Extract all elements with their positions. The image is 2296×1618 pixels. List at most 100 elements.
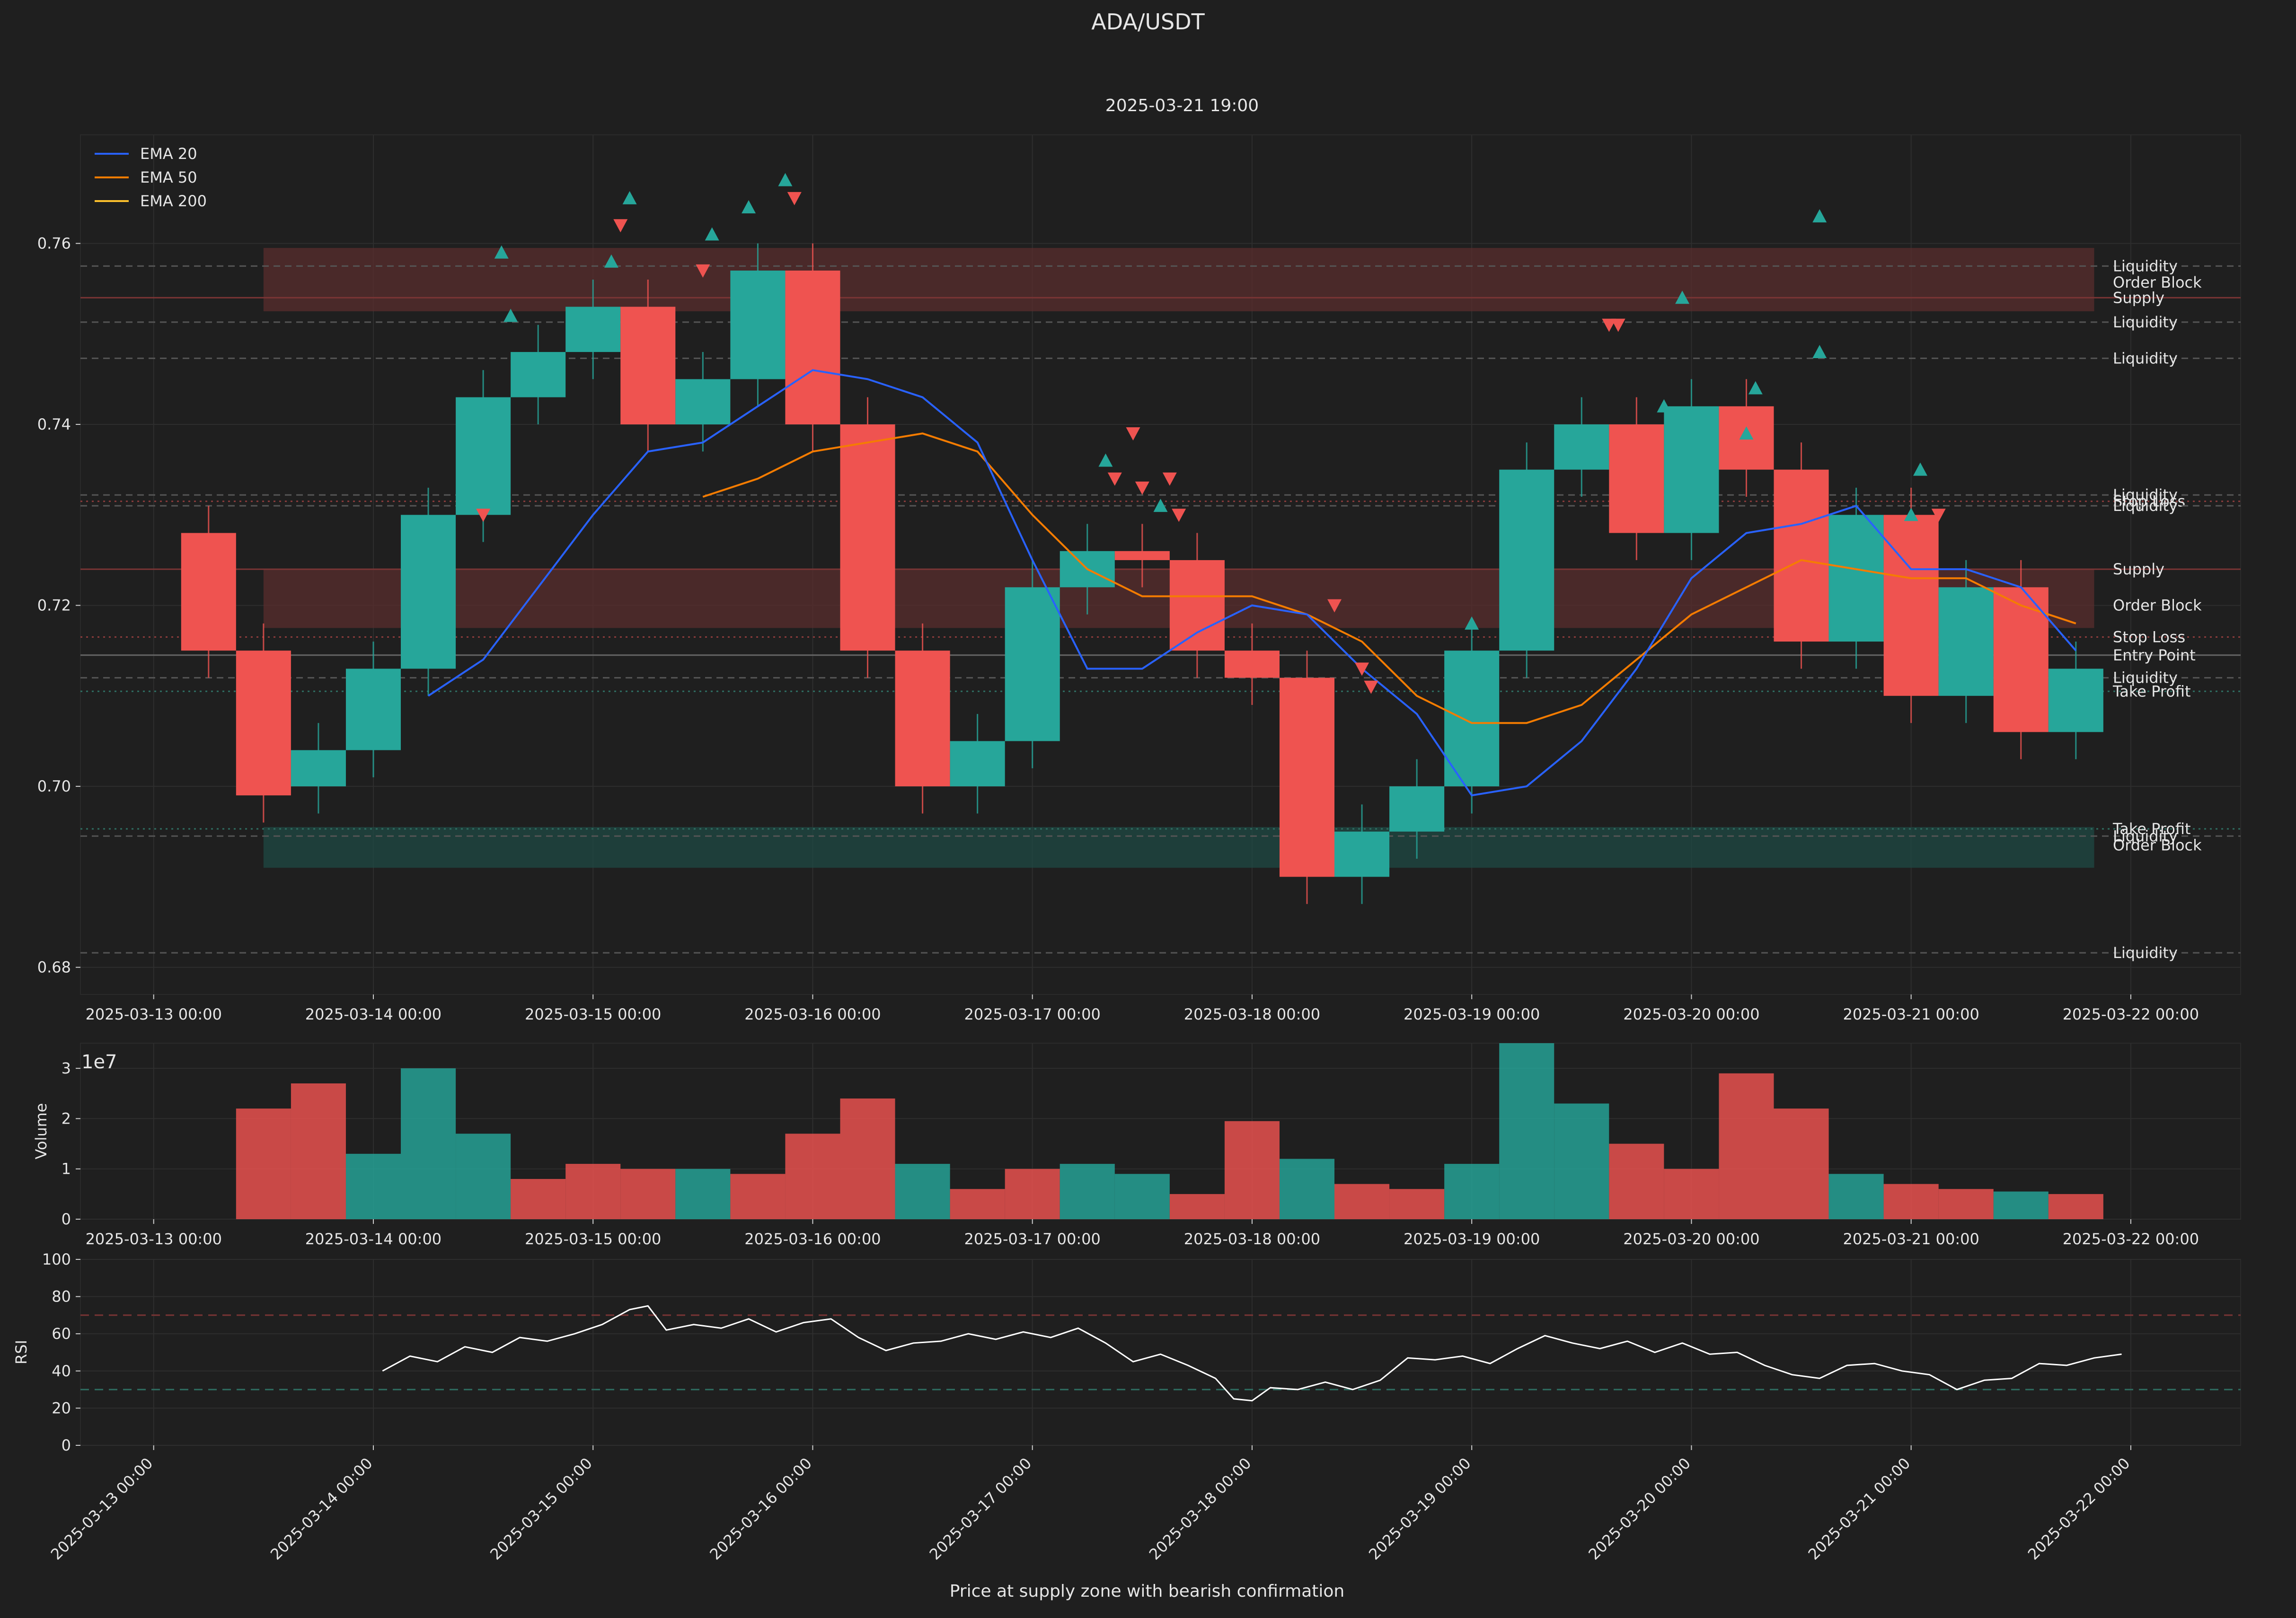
- price-x-tick-label: 2025-03-15 00:00: [525, 1005, 661, 1023]
- volume-bar: [1005, 1169, 1060, 1219]
- price-y-tick-label: 0.74: [37, 415, 71, 433]
- bear-candle: [1114, 551, 1170, 560]
- ema50-line: [702, 432, 2076, 724]
- rsi-y-tick-label: 60: [52, 1325, 71, 1343]
- bear-signal-marker: [1107, 472, 1122, 486]
- price-panel: 0.68 0.70 0.72 0.74 0.76 2025-03-13 00:00 2025…: [37, 134, 2241, 1023]
- price-x-tick-label: 2025-03-17 00:00: [964, 1005, 1101, 1023]
- volume-bar: [1060, 1164, 1115, 1219]
- volume-bar: [345, 1153, 401, 1219]
- volume-bar: [1664, 1169, 1719, 1219]
- price-x-tick-label: 2025-03-20 00:00: [1623, 1005, 1759, 1023]
- bear-candle: [1774, 469, 1829, 642]
- volume-bar: [291, 1083, 346, 1219]
- rsi-y-tick-label: 20: [52, 1399, 71, 1417]
- volume-bar: [1609, 1143, 1664, 1219]
- volume-axis-label: Volume: [32, 1103, 50, 1159]
- rsi-y-tick-label: 40: [52, 1362, 71, 1380]
- volume-x-tick-label: 2025-03-13 00:00: [86, 1230, 222, 1248]
- bear-signal-marker: [1931, 509, 1946, 522]
- price-x-tick-label: 2025-03-22 00:00: [2063, 1005, 2199, 1023]
- volume-bar: [1993, 1191, 2049, 1219]
- volume-bar: [1444, 1164, 1500, 1219]
- price-x-tick-label: 2025-03-16 00:00: [744, 1005, 881, 1023]
- price-plot-area: [80, 134, 2241, 995]
- rsi-y-tick-label: 80: [52, 1288, 71, 1306]
- rsi-y-tick-label: 100: [42, 1250, 71, 1268]
- rsi-line: [382, 1305, 2122, 1402]
- volume-bar: [456, 1134, 511, 1219]
- bear-signal-marker: [1327, 599, 1342, 613]
- volume-x-tick-label: 2025-03-22 00:00: [2063, 1230, 2199, 1248]
- level-label: Order Block: [2113, 273, 2202, 291]
- volume-x-tick-label: 2025-03-20 00:00: [1623, 1230, 1759, 1248]
- price-y-tick-label: 0.70: [37, 777, 71, 795]
- legend-entry: EMA 20: [140, 145, 197, 163]
- chart-title: ADA/USDT: [1091, 9, 1205, 35]
- volume-bar: [1114, 1174, 1170, 1219]
- level-label: Supply: [2113, 289, 2164, 307]
- bull-candle: [565, 307, 621, 352]
- level-label: Stop Loss: [2113, 492, 2185, 510]
- price-y-tick-label: 0.68: [37, 958, 71, 976]
- bull-signal-marker: [494, 245, 509, 259]
- bull-signal-marker: [604, 254, 618, 268]
- bear-signal-marker: [1135, 481, 1149, 495]
- bull-candle: [1554, 424, 1609, 470]
- price-x-tick-label: 2025-03-14 00:00: [305, 1005, 442, 1023]
- volume-bar: [1774, 1108, 1829, 1219]
- volume-bar: [840, 1098, 895, 1219]
- bull-signal-marker: [503, 308, 518, 322]
- bear-signal-marker: [787, 192, 802, 205]
- level-label: Order Block: [2113, 836, 2202, 854]
- bear-candle: [181, 533, 236, 651]
- bull-candle: [1664, 406, 1719, 533]
- volume-x-tick-label: 2025-03-14 00:00: [305, 1230, 442, 1248]
- volume-bar: [2048, 1194, 2103, 1219]
- volume-x-tick-label: 2025-03-21 00:00: [1843, 1230, 1979, 1248]
- bear-signal-marker: [1162, 472, 1177, 486]
- bull-candle: [1444, 651, 1500, 787]
- volume-bar: [785, 1134, 840, 1219]
- level-label: Take Profit: [2112, 820, 2191, 838]
- bull-signal-marker: [1465, 616, 1479, 630]
- price-x-tick-label: 2025-03-19 00:00: [1404, 1005, 1540, 1023]
- level-label: Liquidity: [2113, 497, 2178, 515]
- price-x-tick-label: 2025-03-18 00:00: [1184, 1005, 1320, 1023]
- volume-x-tick-label: 2025-03-15 00:00: [525, 1230, 661, 1248]
- volume-panel: 0 1 2 3 2025-03-13 00:00 2025-03-14 00:00 2025…: [32, 1043, 2241, 1248]
- volume-y-tick-label: 3: [62, 1059, 71, 1077]
- volume-bar: [675, 1169, 731, 1219]
- bull-signal-marker: [705, 227, 719, 241]
- bull-candle: [401, 515, 456, 669]
- chart-subtitle: 2025-03-21 19:00: [1105, 96, 1259, 115]
- bull-candle: [675, 379, 731, 425]
- bull-candle: [1005, 587, 1060, 741]
- level-label: Stop Loss: [2113, 628, 2185, 646]
- volume-bar: [730, 1174, 786, 1219]
- volume-bar: [895, 1164, 950, 1219]
- bear-signal-marker: [1172, 509, 1186, 522]
- volume-bar: [565, 1164, 621, 1219]
- level-label: Order Block: [2113, 597, 2202, 615]
- bear-signal-marker: [1364, 680, 1378, 694]
- bull-signal-marker: [742, 200, 756, 214]
- volume-bar: [1389, 1189, 1445, 1219]
- ema20-line: [427, 369, 2077, 797]
- bull-signal-marker: [1675, 290, 1690, 304]
- bear-candle: [1883, 515, 1939, 696]
- bear-signal-marker: [476, 509, 491, 522]
- bear-candle: [1169, 560, 1225, 651]
- bear-signal-marker: [613, 219, 628, 233]
- bear-candle: [620, 307, 676, 425]
- bull-candle: [1828, 515, 1884, 642]
- volume-scale-label: 1e7: [81, 1051, 117, 1073]
- volume-bar: [1224, 1121, 1280, 1219]
- bull-signal-marker: [769, 273, 784, 286]
- bull-signal-marker: [1098, 453, 1113, 467]
- volume-bar: [1883, 1184, 1939, 1219]
- bull-signal-marker: [1748, 381, 1763, 395]
